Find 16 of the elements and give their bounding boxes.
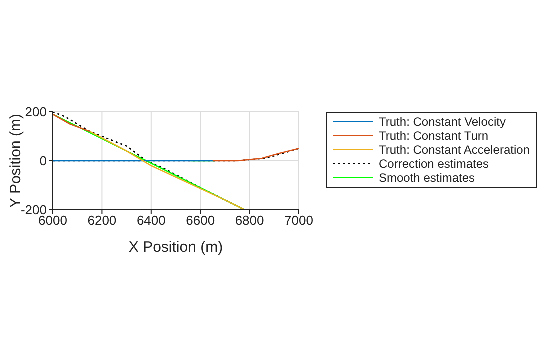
x-tick-label: 6800 bbox=[235, 213, 264, 228]
y-tick-label: 200 bbox=[25, 104, 47, 120]
legend-label: Truth: Constant Turn bbox=[379, 129, 489, 143]
legend-label: Truth: Constant Acceleration bbox=[379, 143, 530, 157]
y-tick-label: 0 bbox=[40, 154, 47, 169]
x-tick-label: 6000 bbox=[38, 213, 68, 228]
x-tick-label: 7000 bbox=[284, 213, 314, 228]
x-tick-label: 6200 bbox=[88, 213, 117, 228]
x-tick-label: 6600 bbox=[186, 213, 216, 228]
x-axis-title: X Position (m) bbox=[128, 239, 224, 256]
x-tick-label: 6400 bbox=[136, 213, 166, 228]
y-axis-title: Y Position (m) bbox=[7, 114, 24, 208]
line-series bbox=[89, 130, 246, 210]
legend-label: Smooth estimates bbox=[379, 171, 476, 185]
legend-label: Correction estimates bbox=[379, 157, 490, 171]
legend-label: Truth: Constant Velocity bbox=[379, 115, 506, 129]
